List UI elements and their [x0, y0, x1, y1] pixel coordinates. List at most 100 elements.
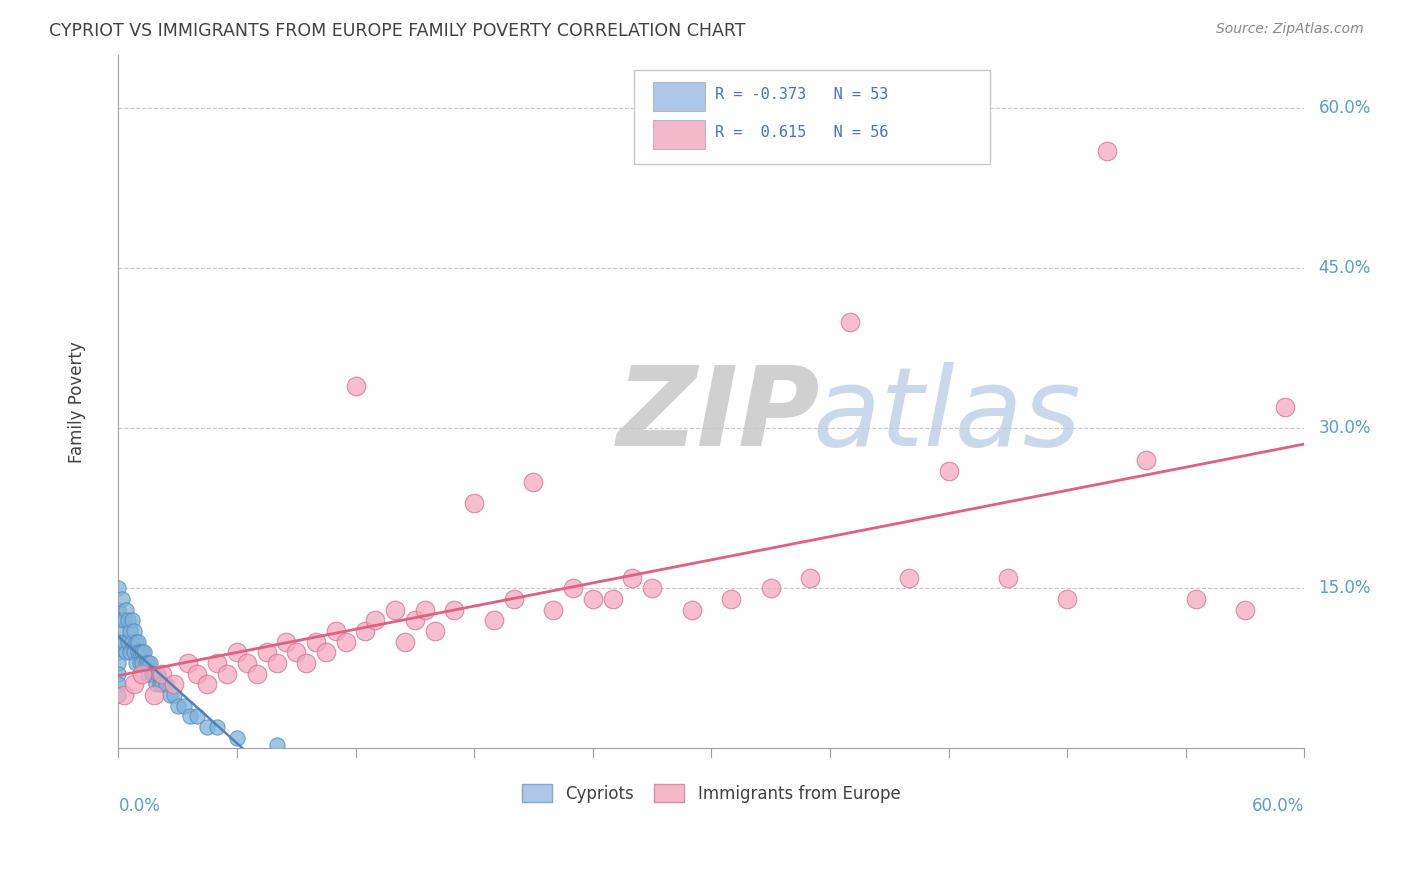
Point: [107, 614, 129, 628]
Text: CYPRIOT VS IMMIGRANTS FROM EUROPE FAMILY POVERTY CORRELATION CHART: CYPRIOT VS IMMIGRANTS FROM EUROPE FAMILY…: [49, 22, 745, 40]
Point: [226, 731, 249, 745]
Point: [720, 592, 742, 607]
Point: [173, 698, 195, 713]
Point: [621, 571, 644, 585]
Point: [120, 624, 142, 639]
Point: [107, 656, 129, 670]
Point: [176, 656, 198, 670]
Point: [423, 624, 446, 639]
Point: [122, 645, 145, 659]
Point: [131, 666, 153, 681]
Point: [136, 666, 159, 681]
Point: [205, 656, 228, 670]
Point: [122, 624, 145, 639]
Point: [226, 645, 249, 659]
Text: Source: ZipAtlas.com: Source: ZipAtlas.com: [1216, 22, 1364, 37]
Point: [166, 698, 188, 713]
Point: [107, 582, 129, 596]
Point: [759, 582, 782, 596]
Point: [186, 709, 208, 723]
Point: [121, 635, 143, 649]
Text: 60.0%: 60.0%: [1251, 797, 1305, 815]
Point: [205, 720, 228, 734]
Point: [142, 666, 165, 681]
Point: [217, 666, 239, 681]
Point: [136, 656, 159, 670]
Point: [122, 677, 145, 691]
Point: [997, 571, 1019, 585]
Point: [246, 666, 269, 681]
Point: [179, 709, 201, 723]
Point: [335, 635, 357, 649]
Point: [384, 603, 406, 617]
Point: [1184, 592, 1206, 607]
Point: [111, 592, 134, 607]
Point: [1095, 144, 1118, 158]
Point: [256, 645, 278, 659]
FancyBboxPatch shape: [654, 82, 706, 112]
Point: [898, 571, 921, 585]
Point: [112, 635, 135, 649]
Point: [125, 656, 148, 670]
Point: [236, 656, 259, 670]
Point: [127, 635, 149, 649]
Point: [107, 624, 129, 639]
Text: 15.0%: 15.0%: [1319, 580, 1371, 598]
FancyBboxPatch shape: [654, 120, 706, 150]
Point: [139, 656, 162, 670]
Legend: Cypriots, Immigrants from Europe: Cypriots, Immigrants from Europe: [516, 778, 907, 809]
Point: [117, 614, 139, 628]
Point: [107, 645, 129, 659]
Point: [305, 635, 328, 649]
Point: [120, 645, 142, 659]
Point: [938, 464, 960, 478]
Point: [107, 677, 129, 691]
Point: [127, 645, 149, 659]
Point: [145, 677, 167, 691]
Point: [344, 379, 367, 393]
Point: [146, 666, 169, 681]
Point: [131, 656, 153, 670]
Point: [285, 645, 308, 659]
Point: [195, 677, 218, 691]
Point: [195, 720, 218, 734]
Point: [150, 677, 173, 691]
Text: 0.0%: 0.0%: [118, 797, 160, 815]
Point: [276, 635, 298, 649]
Point: [163, 688, 186, 702]
Point: [602, 592, 624, 607]
Point: [325, 624, 347, 639]
Point: [125, 635, 148, 649]
Point: [107, 666, 129, 681]
Point: [163, 677, 186, 691]
Point: [132, 645, 155, 659]
Point: [141, 666, 163, 681]
Point: [159, 688, 181, 702]
Point: [295, 656, 318, 670]
Point: [641, 582, 664, 596]
Point: [186, 666, 208, 681]
Point: [1234, 603, 1257, 617]
Point: [502, 592, 524, 607]
Text: 60.0%: 60.0%: [1319, 100, 1371, 118]
Point: [681, 603, 703, 617]
Point: [443, 603, 465, 617]
Point: [541, 603, 564, 617]
Text: Family Poverty: Family Poverty: [67, 341, 86, 463]
Point: [135, 656, 157, 670]
Text: atlas: atlas: [813, 362, 1081, 469]
Text: 30.0%: 30.0%: [1319, 419, 1371, 437]
FancyBboxPatch shape: [634, 70, 990, 164]
Point: [107, 688, 129, 702]
Text: R =  0.615   N = 56: R = 0.615 N = 56: [714, 125, 889, 140]
Point: [155, 677, 177, 691]
Point: [149, 677, 172, 691]
Point: [315, 645, 337, 659]
Point: [117, 635, 139, 649]
Point: [799, 571, 821, 585]
Text: ZIP: ZIP: [616, 362, 820, 469]
Point: [115, 645, 138, 659]
Point: [107, 635, 129, 649]
Point: [150, 666, 173, 681]
Point: [582, 592, 605, 607]
